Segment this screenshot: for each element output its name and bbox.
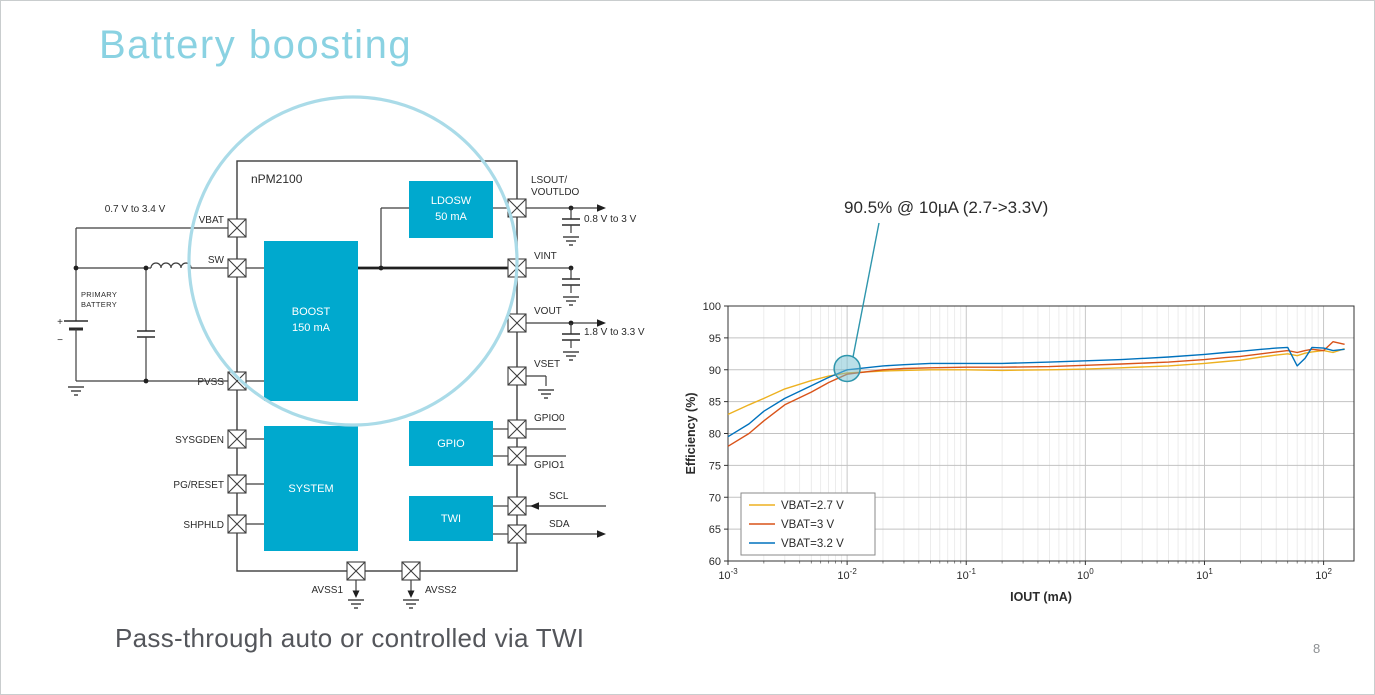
svg-text:VBAT=3.2 V: VBAT=3.2 V bbox=[781, 538, 844, 550]
page-title: Battery boosting bbox=[99, 23, 413, 67]
svg-text:101: 101 bbox=[1196, 567, 1213, 582]
svg-text:10-1: 10-1 bbox=[957, 567, 977, 582]
footer-text: Pass-through auto or controlled via TWI bbox=[115, 623, 585, 653]
pin-pgreset bbox=[227, 474, 247, 494]
inductor-symbol bbox=[150, 262, 192, 269]
svg-text:70: 70 bbox=[709, 492, 721, 504]
pin-label-vset: VSET bbox=[534, 359, 560, 370]
chart-legend: VBAT=2.7 V VBAT=3 V VBAT=3.2 V bbox=[740, 492, 876, 556]
svg-text:95: 95 bbox=[709, 333, 721, 345]
ground-symbol bbox=[67, 386, 85, 396]
svg-text:−: − bbox=[57, 335, 63, 346]
pin-label-lsout: LSOUT/ bbox=[531, 175, 567, 186]
ldosw-block: LDOSW 50 mA bbox=[409, 181, 493, 238]
svg-text:65: 65 bbox=[709, 524, 721, 536]
pin-label-pgreset: PG/RESET bbox=[173, 480, 224, 491]
svg-text:LDOSW: LDOSW bbox=[431, 195, 472, 207]
svg-text:50 mA: 50 mA bbox=[435, 211, 467, 223]
page-number: 8 bbox=[1313, 641, 1321, 656]
svg-text:GPIO: GPIO bbox=[437, 438, 465, 450]
svg-text:80: 80 bbox=[709, 429, 721, 441]
lsout-arrow bbox=[597, 204, 606, 212]
y-axis-label: Efficiency (%) bbox=[684, 393, 698, 475]
pin-label-gpio1: GPIO1 bbox=[534, 460, 565, 471]
series-line-VBAT=2.7 V bbox=[727, 348, 1345, 416]
pin-gpio0 bbox=[507, 419, 527, 439]
output-voltage-label: 1.8 V to 3.3 V bbox=[584, 327, 645, 338]
pin-vbat bbox=[227, 218, 247, 238]
battery-symbol: + − bbox=[57, 317, 88, 346]
capacitor-symbol bbox=[136, 330, 156, 338]
svg-text:150 mA: 150 mA bbox=[292, 322, 331, 334]
pin-label-sysgden: SYSGDEN bbox=[175, 435, 224, 446]
svg-text:60: 60 bbox=[709, 556, 721, 568]
svg-text:90: 90 bbox=[709, 365, 721, 377]
boost-highlight-circle bbox=[187, 95, 519, 427]
pin-avss2 bbox=[401, 561, 421, 581]
svg-text:TWI: TWI bbox=[441, 513, 461, 525]
pin-scl bbox=[507, 496, 527, 516]
vout-arrow bbox=[597, 319, 606, 327]
svg-text:BOOST: BOOST bbox=[292, 306, 331, 318]
ldo-voltage-label: 0.8 V to 3 V bbox=[584, 214, 637, 225]
input-voltage-label: 0.7 V to 3.4 V bbox=[105, 204, 166, 215]
pin-vset bbox=[507, 366, 527, 386]
scl-arrow bbox=[530, 502, 539, 510]
pin-gpio1 bbox=[507, 446, 527, 466]
pin-label-sw: SW bbox=[208, 255, 225, 266]
primary-battery-label: PRIMARY bbox=[81, 290, 117, 299]
boost-block: BOOST 150 mA bbox=[264, 241, 358, 401]
svg-text:102: 102 bbox=[1315, 567, 1332, 582]
pin-sw bbox=[227, 258, 247, 278]
chip-outline bbox=[236, 160, 518, 572]
svg-text:85: 85 bbox=[709, 397, 721, 409]
svg-text:10-2: 10-2 bbox=[837, 567, 857, 582]
pin-label-pvss: PVSS bbox=[197, 377, 224, 388]
svg-text:VOUTLDO: VOUTLDO bbox=[531, 187, 580, 198]
pin-label-vout: VOUT bbox=[534, 306, 562, 317]
system-block: SYSTEM bbox=[264, 426, 358, 551]
pin-label-sda: SDA bbox=[549, 519, 570, 530]
svg-text:100: 100 bbox=[1077, 567, 1094, 582]
svg-text:BATTERY: BATTERY bbox=[81, 300, 117, 309]
pin-label-vbat: VBAT bbox=[199, 215, 224, 226]
series-line-VBAT=3.2 V bbox=[727, 346, 1345, 438]
x-axis-label: IOUT (mA) bbox=[1010, 590, 1072, 604]
chip-label: nPM2100 bbox=[251, 172, 303, 186]
svg-text:VBAT=2.7 V: VBAT=2.7 V bbox=[781, 500, 844, 512]
series-line-VBAT=3 V bbox=[727, 340, 1345, 447]
chart-annotation: 90.5% @ 10µA (2.7->3.3V) bbox=[844, 198, 1048, 217]
svg-text:SYSTEM: SYSTEM bbox=[288, 483, 333, 495]
pin-sysgden bbox=[227, 429, 247, 449]
pin-label-vint: VINT bbox=[534, 251, 557, 262]
svg-text:100: 100 bbox=[703, 301, 721, 313]
callout-line bbox=[852, 222, 880, 357]
pin-vout bbox=[507, 313, 527, 333]
pin-label-shphld: SHPHLD bbox=[183, 520, 224, 531]
sda-arrow bbox=[597, 530, 606, 538]
twi-block: TWI bbox=[409, 496, 493, 541]
pin-avss1 bbox=[346, 561, 366, 581]
svg-text:+: + bbox=[57, 317, 63, 328]
efficiency-chart: 60 65 70 75 80 85 90 95 100 10-3 10-2 10-1 100 101 102… bbox=[684, 198, 1355, 604]
pin-label-avss1: AVSS1 bbox=[312, 585, 344, 596]
svg-text:10-3: 10-3 bbox=[718, 567, 738, 582]
pin-sda bbox=[507, 524, 527, 544]
pin-label-scl: SCL bbox=[549, 491, 569, 502]
pin-shphld bbox=[227, 514, 247, 534]
svg-text:75: 75 bbox=[709, 460, 721, 472]
highlight-circle bbox=[833, 354, 861, 383]
pin-label-gpio0: GPIO0 bbox=[534, 413, 565, 424]
svg-text:VBAT=3 V: VBAT=3 V bbox=[781, 519, 834, 531]
block-diagram: nPM2100 BOOST 150 mA LDOSW 50 mA GPIO SY… bbox=[57, 95, 645, 609]
gpio-block: GPIO bbox=[409, 421, 493, 466]
pin-label-avss2: AVSS2 bbox=[425, 585, 457, 596]
